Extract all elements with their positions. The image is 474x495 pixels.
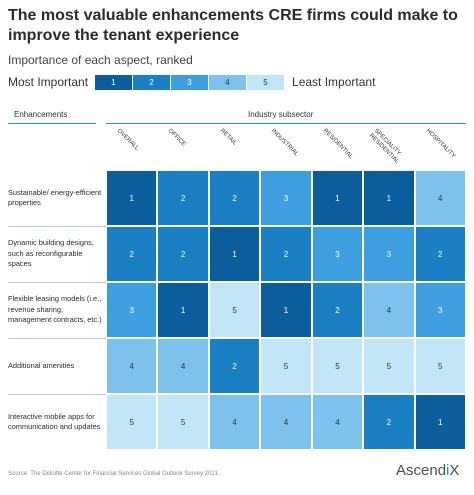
column-label-office: OFFICE — [167, 128, 187, 148]
legend-key-3: 3 — [171, 74, 209, 90]
heatmap-cell: 4 — [311, 394, 364, 450]
heatmap-cell: 2 — [208, 170, 261, 226]
source-note: Source: The Deloitte Center for Financia… — [8, 471, 220, 477]
heatmap-cell: 4 — [208, 394, 261, 450]
legend-key-4: 4 — [209, 74, 247, 90]
columns-header-rule — [106, 123, 466, 124]
column-label-speciality-residential: SPECIALITY RESIDENTIAL — [367, 128, 402, 166]
logo-text-start: Ascend — [396, 462, 447, 479]
row-label-5: Interactive mobile apps for communicatio… — [8, 411, 101, 432]
heatmap-cell: 5 — [208, 282, 261, 338]
chart-subtitle: Importance of each aspect, ranked — [8, 53, 193, 67]
heatmap-cell: 2 — [157, 226, 209, 282]
heatmap-cell: 2 — [260, 226, 312, 282]
brand-logo: Ascend i X — [396, 462, 459, 479]
legend-key-1: 1 — [95, 74, 133, 90]
legend-key-5: 5 — [247, 74, 285, 90]
heatmap-cell: 4 — [363, 282, 415, 338]
heatmap-cell: 5 — [363, 338, 415, 394]
legend-key-2: 2 — [133, 74, 171, 90]
heatmap-cell: 1 — [414, 394, 466, 450]
row-divider — [8, 226, 106, 227]
column-label-retail: RETAIL — [218, 128, 238, 147]
heatmap-cell: 5 — [311, 338, 364, 394]
heatmap-cell: 2 — [414, 226, 466, 282]
rows-header: Enhancements — [14, 110, 68, 119]
heatmap-cell: 4 — [157, 338, 209, 394]
heatmap-cell: 2 — [208, 338, 261, 394]
heatmap-cell: 1 — [260, 282, 312, 338]
column-label-residential: RESIDENTIAL — [321, 128, 354, 161]
heatmap-cell: 2 — [106, 226, 158, 282]
row-divider — [8, 394, 106, 395]
heatmap-cell: 3 — [363, 226, 415, 282]
heatmap-cell: 1 — [363, 170, 415, 226]
heatmap-cell: 4 — [414, 170, 466, 226]
heatmap-cell: 3 — [311, 226, 364, 282]
heatmap-cell: 2 — [311, 282, 364, 338]
column-label-overall: OVERALL — [115, 128, 140, 152]
heatmap-cell: 2 — [363, 394, 415, 450]
row-divider — [8, 282, 106, 283]
heatmap-cell: 5 — [157, 394, 209, 450]
chart-title: The most valuable enhancements CRE firms… — [8, 7, 458, 44]
row-label-4: Additional amenities — [8, 360, 75, 370]
logo-text-accent: i — [446, 462, 450, 479]
heatmap-cell: 1 — [311, 170, 364, 226]
heatmap-cell: 4 — [260, 394, 312, 450]
column-label-industrial: INDUSTRIAL — [270, 128, 300, 158]
column-label-hospitality: HOSPITALITY — [424, 128, 456, 160]
heatmap-cell: 1 — [208, 226, 261, 282]
logo-text-end: X — [449, 462, 460, 479]
heatmap-cell: 5 — [260, 338, 312, 394]
heatmap-cell: 3 — [414, 282, 466, 338]
row-label-3: Flexible leasing models (i.e., revenue s… — [8, 294, 102, 325]
row-divider — [8, 338, 106, 339]
heatmap-cell: 3 — [260, 170, 312, 226]
rows-header-rule — [8, 123, 96, 124]
heatmap-cell: 3 — [106, 282, 158, 338]
heatmap-cell: 4 — [106, 338, 158, 394]
legend-high-label: Least Important — [292, 75, 376, 89]
heatmap-cell: 1 — [157, 282, 209, 338]
heatmap-cell: 1 — [106, 170, 158, 226]
heatmap-cell: 2 — [157, 170, 209, 226]
row-label-1: Sustainable/ energy-efficient properties — [8, 187, 102, 208]
legend-low-label: Most Important — [8, 75, 89, 89]
row-label-2: Dynamic building designs, such as reconf… — [8, 238, 94, 269]
heatmap-cell: 5 — [414, 338, 466, 394]
heatmap-cell: 5 — [106, 394, 158, 450]
columns-header: Industry subsector — [248, 110, 314, 119]
